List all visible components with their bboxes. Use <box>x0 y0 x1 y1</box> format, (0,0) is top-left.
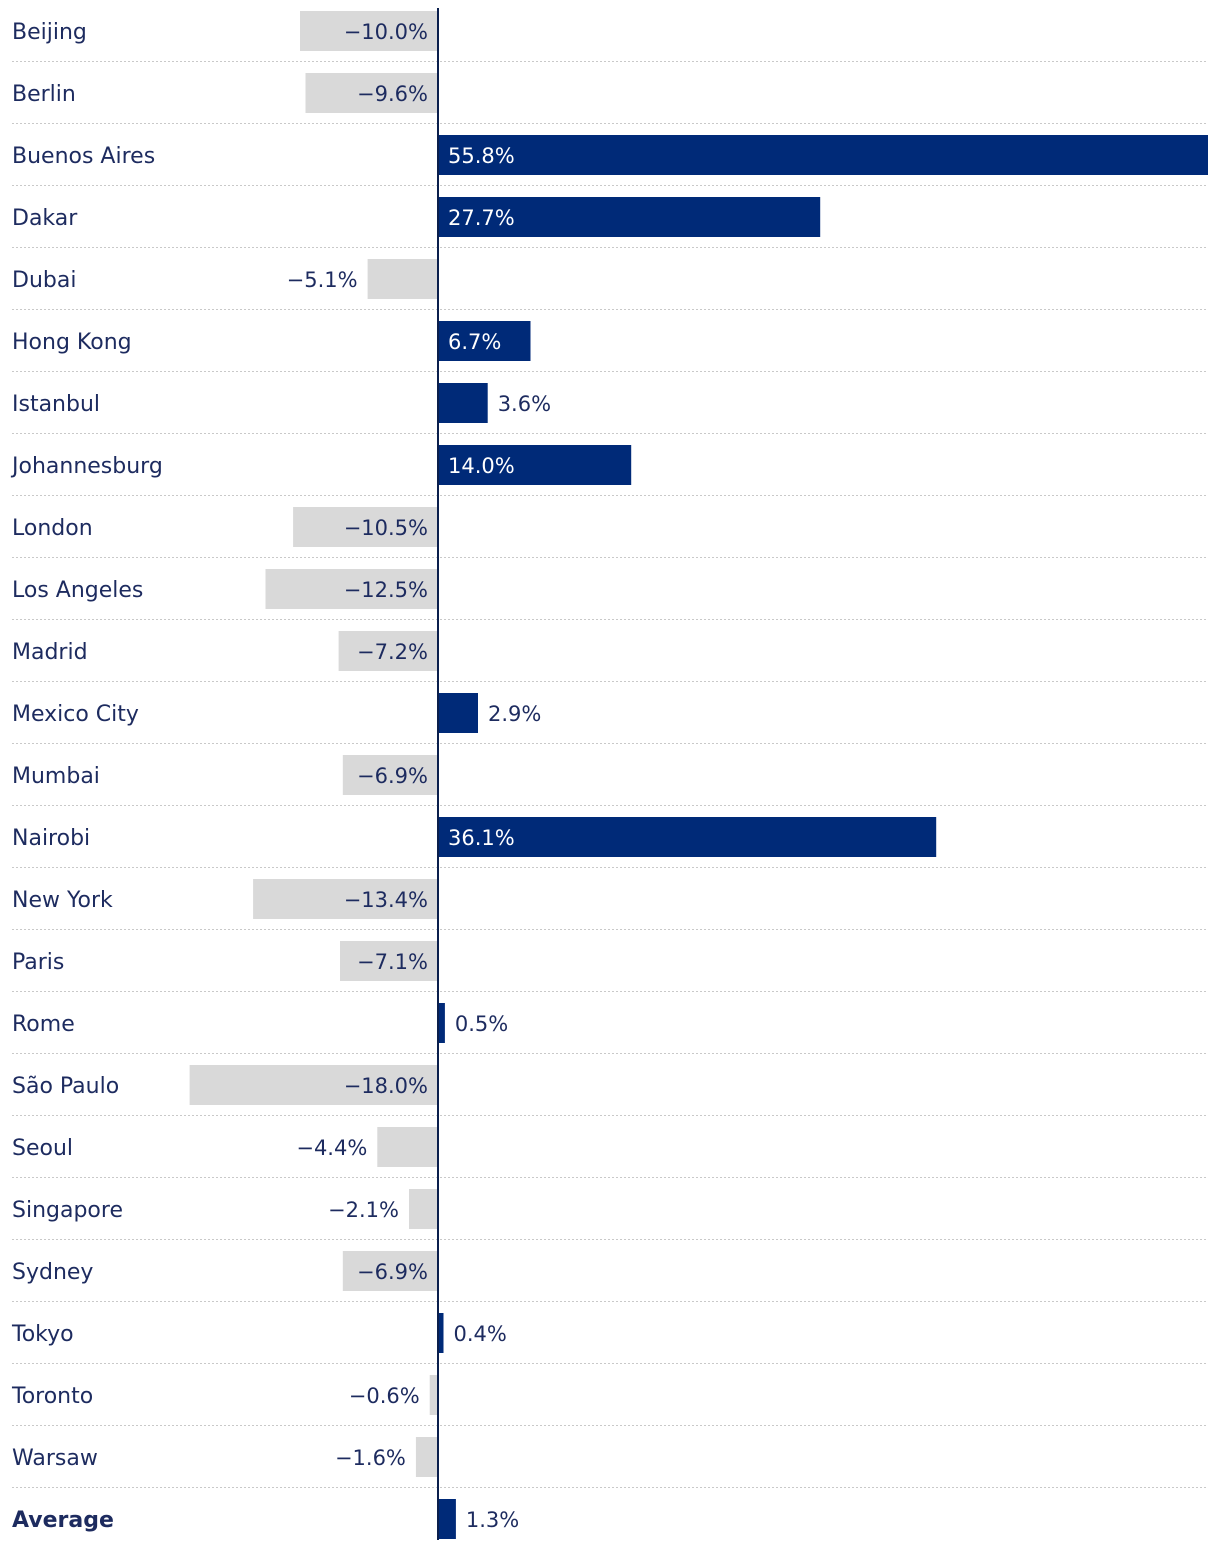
category-label-22: Toronto <box>11 1384 93 1409</box>
value-label-13: 36.1% <box>448 826 515 850</box>
bar-5 <box>438 321 531 361</box>
value-label-5: 6.7% <box>448 330 501 354</box>
bar-10 <box>338 631 438 671</box>
bar-23 <box>415 1437 438 1477</box>
bar-19 <box>409 1189 438 1229</box>
value-label-22: −0.6% <box>349 1384 420 1408</box>
bar-22 <box>429 1375 438 1415</box>
category-label-9: Los Angeles <box>12 578 143 603</box>
bar-2 <box>438 135 1208 175</box>
category-label-16: Rome <box>12 1012 75 1037</box>
bar-24 <box>438 1499 456 1539</box>
bar-9 <box>265 569 438 609</box>
value-label-24: 1.3% <box>466 1508 519 1532</box>
category-label-11: Mexico City <box>12 702 139 727</box>
category-label-12: Mumbai <box>12 764 100 789</box>
bar-12 <box>342 755 438 795</box>
category-label-3: Dakar <box>12 206 78 231</box>
value-label-21: 0.4% <box>454 1322 507 1346</box>
value-label-20: −6.9% <box>357 1260 428 1284</box>
value-label-3: 27.7% <box>448 206 515 230</box>
value-label-6: 3.6% <box>498 392 551 416</box>
bar-4 <box>367 259 438 299</box>
bar-6 <box>438 383 488 423</box>
bar-20 <box>342 1251 438 1291</box>
value-label-0: −10.0% <box>344 20 428 44</box>
category-label-21: Tokyo <box>11 1322 74 1347</box>
bar-1 <box>305 73 438 113</box>
category-label-23: Warsaw <box>12 1446 98 1471</box>
value-label-10: −7.2% <box>357 640 428 664</box>
value-label-19: −2.1% <box>328 1198 399 1222</box>
value-label-9: −12.5% <box>344 578 428 602</box>
category-label-13: Nairobi <box>12 826 90 851</box>
category-label-14: New York <box>12 888 113 913</box>
bar-7 <box>438 445 632 485</box>
value-label-7: 14.0% <box>448 454 515 478</box>
category-label-0: Beijing <box>12 20 87 45</box>
category-label-24: Average <box>12 1508 114 1533</box>
value-label-12: −6.9% <box>357 764 428 788</box>
category-label-2: Buenos Aires <box>12 144 155 169</box>
bar-0 <box>300 11 438 51</box>
bar-17 <box>189 1065 438 1105</box>
value-label-18: −4.4% <box>296 1136 367 1160</box>
bar-18 <box>377 1127 438 1167</box>
category-label-5: Hong Kong <box>12 330 132 355</box>
bar-15 <box>340 941 438 981</box>
category-label-1: Berlin <box>12 82 76 107</box>
value-label-15: −7.1% <box>357 950 428 974</box>
category-label-20: Sydney <box>12 1260 93 1285</box>
value-label-1: −9.6% <box>357 82 428 106</box>
bar-14 <box>253 879 438 919</box>
category-label-10: Madrid <box>12 640 88 665</box>
bar-3 <box>438 197 821 237</box>
value-label-4: −5.1% <box>287 268 358 292</box>
category-label-7: Johannesburg <box>10 454 163 479</box>
bar-16 <box>438 1003 445 1043</box>
category-label-4: Dubai <box>12 268 76 293</box>
value-label-16: 0.5% <box>455 1012 508 1036</box>
bar-13 <box>438 817 937 857</box>
bar-21 <box>438 1313 444 1353</box>
value-label-23: −1.6% <box>335 1446 406 1470</box>
category-label-18: Seoul <box>12 1136 73 1161</box>
value-label-17: −18.0% <box>344 1074 428 1098</box>
bar-11 <box>438 693 478 733</box>
value-label-11: 2.9% <box>488 702 541 726</box>
bar-8 <box>293 507 438 547</box>
category-label-8: London <box>12 516 93 541</box>
value-label-8: −10.5% <box>344 516 428 540</box>
category-label-19: Singapore <box>12 1198 123 1223</box>
value-label-14: −13.4% <box>344 888 428 912</box>
category-label-17: São Paulo <box>12 1074 119 1099</box>
value-label-2: 55.8% <box>448 144 515 168</box>
category-label-6: Istanbul <box>12 392 100 417</box>
category-label-15: Paris <box>12 950 64 975</box>
